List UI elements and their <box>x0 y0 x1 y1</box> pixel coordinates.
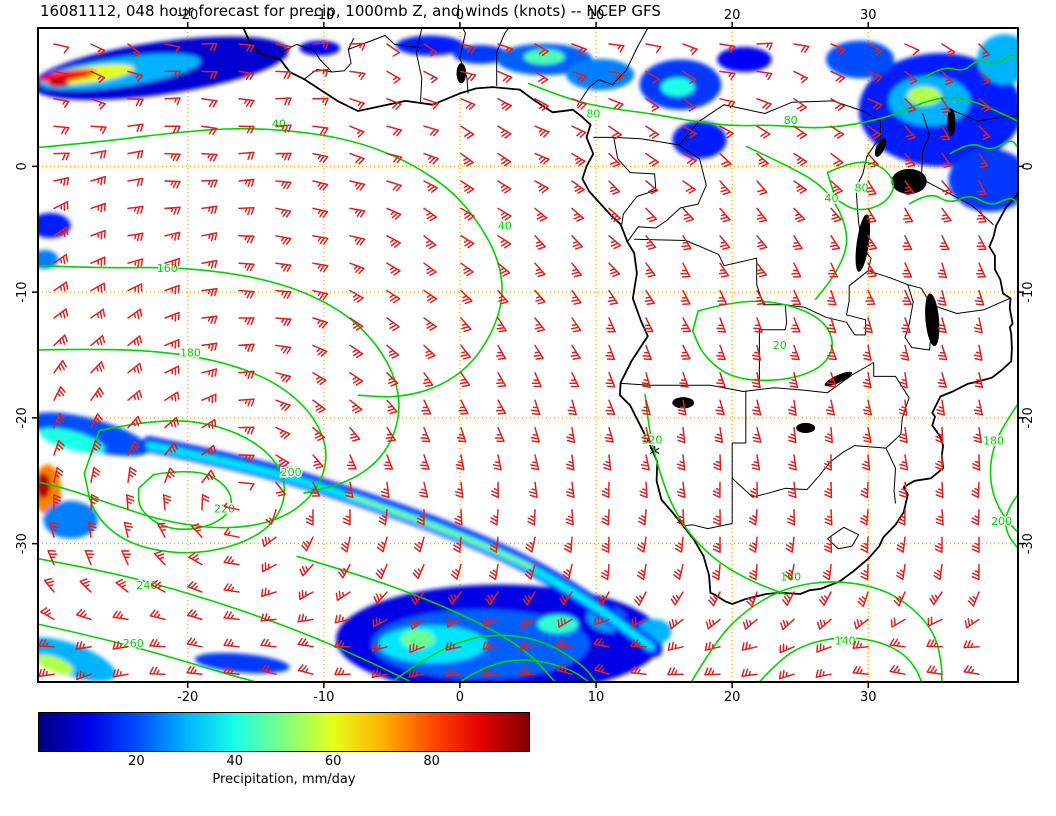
colorbar-tick: 40 <box>226 754 244 769</box>
country-border <box>593 136 680 146</box>
country-border <box>634 238 788 388</box>
lon-tick-label: 10 <box>588 690 605 705</box>
precip-layer <box>38 34 1018 682</box>
contour-label: 200 <box>991 515 1012 528</box>
lon-tick-label: 0 <box>456 690 464 705</box>
lon-tick-label: -20 <box>177 8 198 23</box>
axis-labels: -20 -20 -10 -10 0 0 10 10 20 20 30 30 0 0 -10 -10 -20 -20… <box>15 8 1036 705</box>
colorbar-gradient <box>38 712 530 752</box>
contour-label: 40 <box>498 219 512 232</box>
country-border <box>576 28 649 107</box>
country-border <box>827 526 860 550</box>
lake <box>891 168 927 195</box>
lon-tick-label: 0 <box>456 8 464 23</box>
lake <box>925 293 940 347</box>
contour-label: 180 <box>180 346 201 359</box>
contour-label: 120 <box>641 433 662 446</box>
lon-tick-label: -20 <box>177 690 198 705</box>
country-border <box>348 35 422 50</box>
lon-tick-label: 10 <box>588 8 605 23</box>
country-border <box>731 391 747 524</box>
lon-tick-label: -10 <box>313 690 334 705</box>
lat-tick-label: 0 <box>15 162 30 170</box>
contour-label: 40 <box>272 118 286 131</box>
country-border <box>415 28 423 103</box>
colorbar-tick: 60 <box>324 754 342 769</box>
country-border <box>626 144 707 243</box>
contour-label: 240 <box>136 579 157 592</box>
contour-label: 200 <box>281 466 302 479</box>
contour-label: 80 <box>854 182 868 195</box>
colorbar: 20 40 60 80 Precipitation, mm/day <box>38 712 530 787</box>
lake <box>824 371 852 387</box>
lake <box>947 108 956 137</box>
country-border <box>496 28 510 86</box>
colorbar-label: Precipitation, mm/day <box>212 772 356 787</box>
coastline <box>242 28 1018 605</box>
country-border <box>785 270 869 336</box>
lon-tick-label: -10 <box>313 8 334 23</box>
lon-tick-label: 30 <box>860 8 877 23</box>
lake <box>874 138 887 157</box>
lat-tick-label: 0 <box>1021 162 1036 170</box>
country-border <box>459 28 469 94</box>
country-border <box>873 362 910 449</box>
contour-label: 220 <box>214 502 235 515</box>
contour-label: 80 <box>784 114 798 127</box>
country-border <box>921 178 994 226</box>
wind-barbs <box>38 42 992 681</box>
lat-tick-label: -30 <box>15 533 30 554</box>
lat-tick-label: -30 <box>1021 533 1036 554</box>
lon-tick-label: 20 <box>724 690 741 705</box>
lat-tick-label: -10 <box>15 281 30 302</box>
lat-tick-label: -20 <box>15 407 30 428</box>
plot-frame <box>37 27 1019 683</box>
contour-label: 160 <box>157 262 178 275</box>
colorbar-ticks: 20 40 60 80 <box>38 752 530 770</box>
country-border <box>683 523 733 530</box>
contour-label: 260 <box>123 637 144 650</box>
colorbar-tick: 80 <box>423 754 440 769</box>
contour-label: 160 <box>780 570 801 583</box>
lat-tick-label: -10 <box>1021 281 1036 302</box>
colorbar-tick: 20 <box>128 754 145 769</box>
country-border <box>920 113 930 179</box>
lat-tick-label: -20 <box>1021 407 1036 428</box>
country-border <box>804 362 874 394</box>
country-border <box>619 382 805 392</box>
lon-tick-label: 20 <box>724 8 741 23</box>
contour-label: 20 <box>773 339 787 352</box>
contour-label: 180 <box>983 435 1004 448</box>
country-border <box>854 445 896 504</box>
figure-title: 16081112, 048 hour forecast for precip, … <box>40 2 661 20</box>
lon-tick-label: 30 <box>860 690 877 705</box>
country-border <box>613 137 657 225</box>
contour-label: 80 <box>586 108 600 121</box>
contour-label: 140 <box>835 634 856 647</box>
lake <box>456 63 467 84</box>
lake <box>855 214 871 272</box>
lake <box>796 422 816 433</box>
country-border <box>868 270 922 289</box>
